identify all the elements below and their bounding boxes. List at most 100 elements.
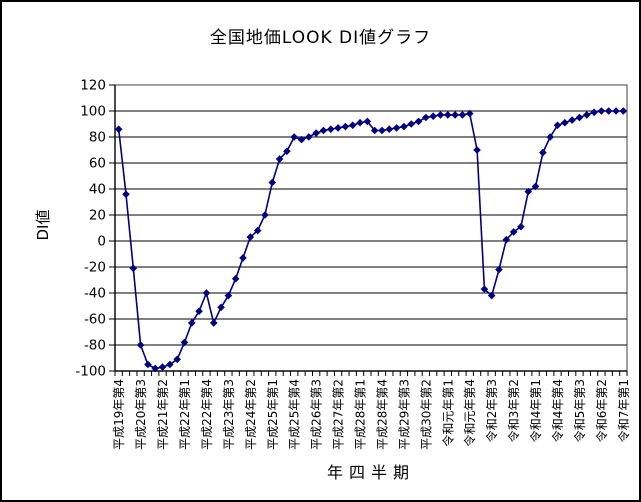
data-point xyxy=(473,146,481,154)
y-tick-label: 40 xyxy=(89,182,106,198)
series-line xyxy=(117,110,624,370)
data-point xyxy=(444,111,452,119)
y-tick-label: 60 xyxy=(89,156,106,172)
x-tick-label: 令和元年第4 xyxy=(462,379,477,447)
x-tick-label: 平成27年第2 xyxy=(332,379,346,450)
data-point xyxy=(458,111,467,119)
x-tick-label: 平成23年第3 xyxy=(222,379,236,450)
data-point xyxy=(509,228,518,236)
data-point xyxy=(261,211,269,219)
data-point xyxy=(209,319,218,327)
x-tick-label: 平成21年第2 xyxy=(156,379,170,450)
x-tick-label: 平成24年第2 xyxy=(244,379,258,450)
data-point xyxy=(188,319,196,327)
data-point xyxy=(341,122,350,131)
data-point xyxy=(195,307,203,315)
x-tick-label: 平成30年第2 xyxy=(419,379,433,450)
y-tick-label: -20 xyxy=(84,260,106,276)
x-tick-label: 令和5年第3 xyxy=(572,379,587,442)
data-point xyxy=(487,291,496,300)
data-point xyxy=(604,107,613,115)
data-point xyxy=(246,233,255,241)
data-point xyxy=(480,285,489,293)
data-point xyxy=(290,133,298,141)
y-tick-label: -60 xyxy=(84,312,106,328)
data-point xyxy=(283,147,291,156)
data-point xyxy=(202,289,211,297)
x-tick-label: 令和4年第4 xyxy=(550,379,565,442)
y-tick-label: 0 xyxy=(97,234,106,250)
chart-title: 全国地価LOOK DI値グラフ xyxy=(209,28,432,48)
x-tick-label: 平成26年第3 xyxy=(310,379,324,450)
x-tick-label: 平成20年第3 xyxy=(134,379,148,450)
y-tick-label: 100 xyxy=(80,104,106,120)
data-point xyxy=(436,111,445,119)
y-tick-label: -40 xyxy=(84,286,106,302)
data-point xyxy=(553,121,562,130)
data-point xyxy=(400,122,408,131)
data-point xyxy=(561,118,569,127)
data-point xyxy=(253,226,262,235)
data-point xyxy=(268,178,277,187)
x-tick-label: 令和元年第1 xyxy=(440,379,455,447)
data-point xyxy=(297,135,306,144)
data-point xyxy=(495,265,503,274)
data-point xyxy=(451,111,459,119)
x-tick-label: 令和4年第1 xyxy=(528,379,543,442)
x-tick-label: 平成28年第4 xyxy=(375,379,389,450)
data-point xyxy=(312,129,320,137)
data-point xyxy=(363,117,372,126)
x-tick-label: 平成28年第1 xyxy=(354,379,368,450)
data-point xyxy=(422,113,430,122)
x-tick-label: 平成22年第4 xyxy=(200,379,214,450)
x-tick-label: 令和2年第3 xyxy=(484,379,499,442)
data-point xyxy=(539,148,547,157)
data-point xyxy=(370,126,379,135)
data-point xyxy=(180,338,189,347)
data-point xyxy=(114,125,123,133)
x-tick-label: 平成19年第4 xyxy=(112,379,126,450)
data-point xyxy=(239,254,247,262)
data-point xyxy=(305,133,313,141)
x-tick-label: 令和7年第1 xyxy=(616,379,631,442)
data-point xyxy=(326,125,335,133)
data-point xyxy=(590,108,598,117)
y-tick-label: -80 xyxy=(84,338,106,354)
data-point xyxy=(166,360,174,369)
data-point xyxy=(414,117,423,126)
data-point xyxy=(407,120,416,128)
data-point xyxy=(158,363,167,371)
data-point xyxy=(385,125,394,133)
data-point xyxy=(173,355,181,364)
plot-area xyxy=(114,84,628,372)
x-tick-label: 令和3年第2 xyxy=(506,379,521,442)
data-point xyxy=(122,190,130,198)
x-tick-label: 平成29年第3 xyxy=(397,379,411,450)
data-point xyxy=(568,116,576,124)
x-axis-title: 年四半期 xyxy=(326,463,415,482)
data-point xyxy=(429,112,437,120)
data-point xyxy=(575,113,584,122)
x-tick-label: 平成22年第1 xyxy=(178,379,192,450)
data-point xyxy=(597,107,606,115)
data-point xyxy=(129,264,138,273)
y-tick-label: 120 xyxy=(80,78,106,94)
data-point xyxy=(144,360,152,369)
data-point xyxy=(531,182,540,191)
data-point xyxy=(348,121,357,130)
data-point xyxy=(217,303,225,312)
data-point xyxy=(151,364,160,373)
data-point xyxy=(517,222,525,231)
data-point xyxy=(136,341,145,349)
data-point xyxy=(378,126,386,135)
x-tick-label: 平成25年第4 xyxy=(288,379,302,450)
data-point xyxy=(465,109,474,118)
data-point xyxy=(319,126,328,135)
y-tick-label: 20 xyxy=(89,208,106,224)
data-point xyxy=(619,107,628,115)
data-point xyxy=(582,111,591,119)
data-point xyxy=(524,187,533,196)
data-point xyxy=(224,291,233,300)
